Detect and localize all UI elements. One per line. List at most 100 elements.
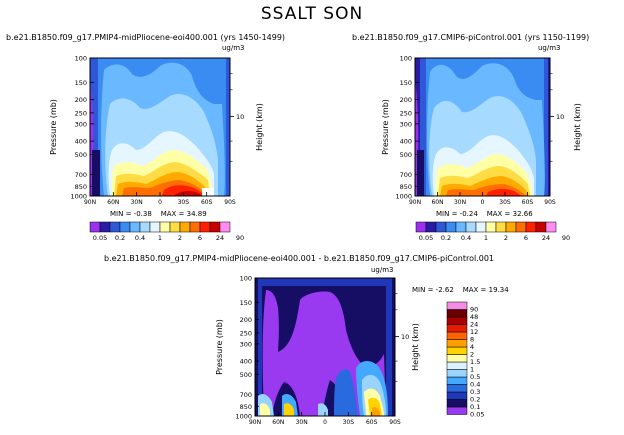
x-tick-label: 30S <box>499 199 511 206</box>
panel3-x-axis: 90N 60N 30N 0 30S 60S 90S <box>249 412 401 426</box>
colorbar-label: 90 <box>470 306 478 314</box>
panel1-min-label: MIN = <box>110 210 132 218</box>
colorbar-box <box>545 221 557 233</box>
x-tick-label: 90N <box>249 419 261 426</box>
y-tick-label: 400 <box>240 358 252 366</box>
colorbar-box <box>446 391 468 400</box>
colorbar-box <box>99 221 111 233</box>
colorbar-box <box>415 221 427 233</box>
colorbar-label: 0.2 <box>470 396 480 404</box>
x-tick-label: 30N <box>131 199 143 206</box>
panel2-units: ug/m3 <box>538 44 561 52</box>
panel3-units: ug/m3 <box>371 266 394 274</box>
colorbar-label: 2 <box>470 351 474 359</box>
x-tick-label: 30N <box>296 419 308 426</box>
colorbar-box <box>455 221 467 233</box>
x-tick-label: 30N <box>454 199 466 206</box>
panel3-right-axis: 10 <box>395 293 409 382</box>
y-tick-label: 700 <box>400 171 412 179</box>
x-tick-label: 60S <box>366 419 378 426</box>
panel2-min-label: MIN = <box>436 210 458 218</box>
colorbar-box <box>525 221 537 233</box>
x-tick-label: 30S <box>178 199 190 206</box>
colorbar-label: 8 <box>470 336 474 344</box>
x-tick-label: 90S <box>389 419 401 426</box>
colorbar-label: 0.2 <box>441 234 451 242</box>
colorbar-label: 12 <box>470 328 478 336</box>
colorbar-box <box>435 221 447 233</box>
colorbar-label: 0.4 <box>461 234 471 242</box>
colorbar-label: 0.05 <box>470 411 484 419</box>
colorbar-label: 1 <box>484 234 488 242</box>
y-tick-label: 250 <box>75 109 87 117</box>
y-tick-label: 500 <box>240 371 252 379</box>
x-tick-label: 60N <box>431 199 443 206</box>
colorbar-box <box>446 361 468 370</box>
colorbar-box <box>89 221 101 233</box>
colorbar-label: 24 <box>470 321 478 329</box>
y-tick-label: 1000 <box>70 193 87 201</box>
panel2-min: -0.24 <box>459 210 478 218</box>
panel2-contours <box>415 58 550 196</box>
colorbar-box <box>446 324 468 333</box>
y-tick-label: 850 <box>240 403 252 411</box>
colorbar-label: 48 <box>470 313 478 321</box>
y-tick-label: 150 <box>400 79 412 87</box>
panel2-right-axis: 10 <box>550 73 564 162</box>
colorbar-label: 1 <box>158 234 162 242</box>
panel2-max-label: MAX = <box>486 210 511 218</box>
colorbar-box <box>515 221 527 233</box>
colorbar-label: 0.4 <box>470 381 480 389</box>
panel1-max: 34.89 <box>186 210 207 218</box>
y-tick-label: 700 <box>240 391 252 399</box>
y-tick-label: 500 <box>400 151 412 159</box>
y-tick-label: 250 <box>400 109 412 117</box>
panel3-ylabel-right: Height (km) <box>411 323 420 371</box>
colorbar-box <box>446 339 468 348</box>
colorbar-box <box>446 384 468 393</box>
x-tick-label: 90N <box>409 199 421 206</box>
x-tick-label: 60N <box>107 199 119 206</box>
panel2-ylabel: Pressure (mb) <box>381 99 390 155</box>
y-tick-label: 1000 <box>235 413 252 421</box>
colorbar-label: 4 <box>470 343 474 351</box>
colorbar-label: 0.4 <box>135 234 145 242</box>
colorbar-box <box>475 221 487 233</box>
colorbar-box <box>446 301 468 310</box>
colorbar-box <box>169 221 181 233</box>
x-tick-label: 60S <box>522 199 534 206</box>
x-tick-label: 0 <box>481 199 485 206</box>
colorbar-panel2: 0.05 0.2 0.4 1 2 6 24 90 <box>415 221 570 242</box>
panel1-x-axis: 90N 60N 30N 0 30S 60S 90S <box>84 192 236 206</box>
panel3-stats: MIN = -2.62 MAX = 19.34 <box>412 286 509 294</box>
right-tick-label: 10 <box>556 113 564 121</box>
y-tick-label: 100 <box>240 275 252 283</box>
y-tick-label: 400 <box>400 138 412 146</box>
panel1-stats: MIN = -0.38 MAX = 34.89 <box>110 210 207 218</box>
panel1-units: ug/m3 <box>222 44 245 52</box>
x-tick-label: 60S <box>201 199 213 206</box>
x-tick-label: 0 <box>158 199 162 206</box>
y-tick-label: 250 <box>240 329 252 337</box>
colorbar-label: 0.05 <box>93 234 107 242</box>
panel1-max-label: MAX = <box>160 210 185 218</box>
x-tick-label: 90S <box>224 199 236 206</box>
y-tick-label: 200 <box>400 96 412 104</box>
panel2-stats: MIN = -0.24 MAX = 32.66 <box>436 210 533 218</box>
x-tick-label: 60N <box>272 419 284 426</box>
y-tick-label: 200 <box>240 316 252 324</box>
panel2-title: b.e21.B1850.f09_g17.CMIP6-piControl.001 … <box>352 33 590 42</box>
colorbar-label: 0.05 <box>419 234 433 242</box>
x-tick-label: 90N <box>84 199 96 206</box>
y-tick-label: 100 <box>400 55 412 63</box>
y-tick-label: 200 <box>75 96 87 104</box>
panel3-y-axis: 100 150 200 250 300 400 500 700 850 1000 <box>235 275 259 421</box>
panel1-y-axis: 100 150 200 250 300 400 500 700 850 1000 <box>70 55 94 201</box>
panel3-min-label: MIN = <box>412 286 434 294</box>
colorbar-box <box>446 376 468 385</box>
colorbar-label: 2 <box>504 234 508 242</box>
